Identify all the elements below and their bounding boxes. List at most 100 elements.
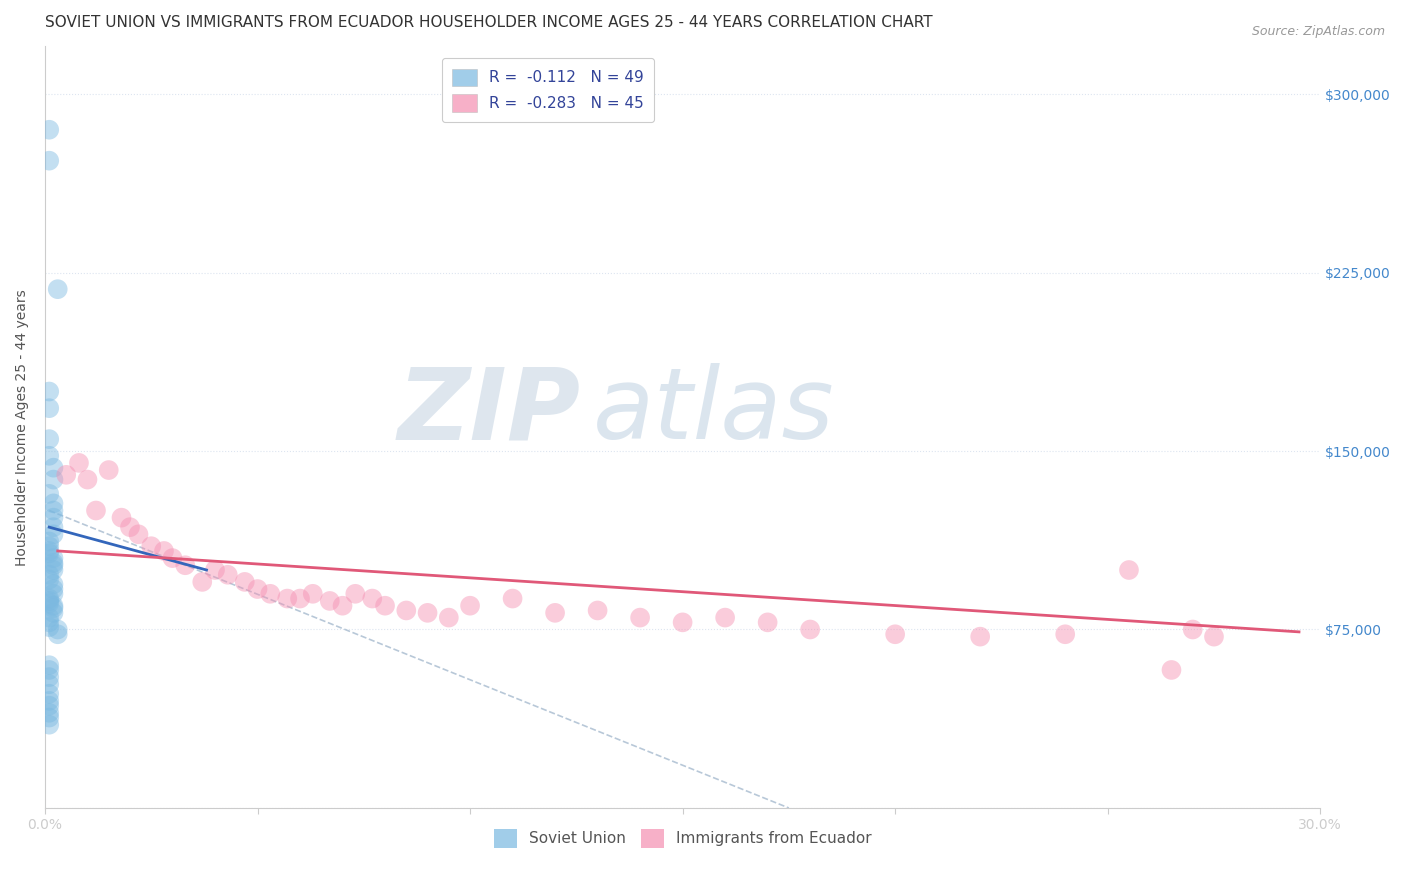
Point <box>38 620 60 634</box>
Point <box>46 627 69 641</box>
Point <box>38 534 60 549</box>
Point <box>42 587 65 601</box>
Text: ZIP: ZIP <box>398 363 581 460</box>
Point <box>395 603 418 617</box>
Point <box>38 615 60 630</box>
Point <box>38 677 60 691</box>
Point <box>544 606 567 620</box>
Point <box>1054 627 1077 641</box>
Point <box>42 520 65 534</box>
Point <box>42 473 65 487</box>
Point <box>288 591 311 606</box>
Point <box>38 710 60 724</box>
Point <box>38 539 60 553</box>
Point <box>332 599 354 613</box>
Point <box>246 582 269 596</box>
Point <box>344 587 367 601</box>
Point <box>38 594 60 608</box>
Text: atlas: atlas <box>593 363 835 460</box>
Point <box>714 610 737 624</box>
Point <box>672 615 695 630</box>
Point <box>42 556 65 570</box>
Point <box>276 591 298 606</box>
Point <box>38 546 60 560</box>
Point <box>38 717 60 731</box>
Point <box>97 463 120 477</box>
Point <box>38 694 60 708</box>
Point <box>1118 563 1140 577</box>
Point <box>46 282 69 296</box>
Point <box>458 599 481 613</box>
Point <box>42 599 65 613</box>
Point <box>153 544 176 558</box>
Legend: R =  -0.112   N = 49, R =  -0.283   N = 45: R = -0.112 N = 49, R = -0.283 N = 45 <box>441 58 654 122</box>
Point <box>42 558 65 573</box>
Point <box>141 539 163 553</box>
Point <box>76 473 98 487</box>
Y-axis label: Householder Income Ages 25 - 44 years: Householder Income Ages 25 - 44 years <box>15 289 30 566</box>
Point <box>38 401 60 416</box>
Point <box>38 670 60 684</box>
Point <box>42 563 65 577</box>
Point <box>1181 623 1204 637</box>
Point <box>628 610 651 624</box>
Point <box>42 496 65 510</box>
Point <box>42 460 65 475</box>
Point <box>55 467 77 482</box>
Point <box>38 153 60 168</box>
Point <box>42 601 65 615</box>
Point <box>38 591 60 606</box>
Point <box>969 630 991 644</box>
Point <box>1160 663 1182 677</box>
Point <box>38 567 60 582</box>
Point <box>586 603 609 617</box>
Point <box>38 706 60 720</box>
Point <box>884 627 907 641</box>
Text: SOVIET UNION VS IMMIGRANTS FROM ECUADOR HOUSEHOLDER INCOME AGES 25 - 44 YEARS CO: SOVIET UNION VS IMMIGRANTS FROM ECUADOR … <box>45 15 932 30</box>
Point <box>42 510 65 524</box>
Point <box>174 558 197 573</box>
Point <box>416 606 439 620</box>
Point <box>84 503 107 517</box>
Point <box>361 591 384 606</box>
Point <box>67 456 90 470</box>
Point <box>374 599 396 613</box>
Point <box>799 623 821 637</box>
Point <box>437 610 460 624</box>
Point <box>118 520 141 534</box>
Point <box>756 615 779 630</box>
Point <box>38 122 60 136</box>
Point <box>38 596 60 610</box>
Point <box>42 606 65 620</box>
Point <box>42 503 65 517</box>
Point <box>42 577 65 591</box>
Point <box>319 594 342 608</box>
Point <box>110 510 132 524</box>
Point <box>191 574 214 589</box>
Point <box>42 551 65 566</box>
Text: Source: ZipAtlas.com: Source: ZipAtlas.com <box>1251 25 1385 38</box>
Point <box>38 687 60 701</box>
Point <box>233 574 256 589</box>
Point <box>259 587 281 601</box>
Point <box>38 384 60 399</box>
Point <box>42 527 65 541</box>
Point <box>204 563 226 577</box>
Point <box>46 623 69 637</box>
Point <box>38 610 60 624</box>
Point <box>301 587 323 601</box>
Point <box>38 698 60 713</box>
Point <box>1202 630 1225 644</box>
Point <box>42 582 65 596</box>
Point <box>38 432 60 446</box>
Point <box>502 591 524 606</box>
Point <box>38 449 60 463</box>
Point <box>38 573 60 587</box>
Point <box>128 527 150 541</box>
Point <box>38 663 60 677</box>
Point <box>38 544 60 558</box>
Point <box>38 487 60 501</box>
Point <box>38 658 60 673</box>
Point <box>162 551 184 566</box>
Point <box>217 567 239 582</box>
